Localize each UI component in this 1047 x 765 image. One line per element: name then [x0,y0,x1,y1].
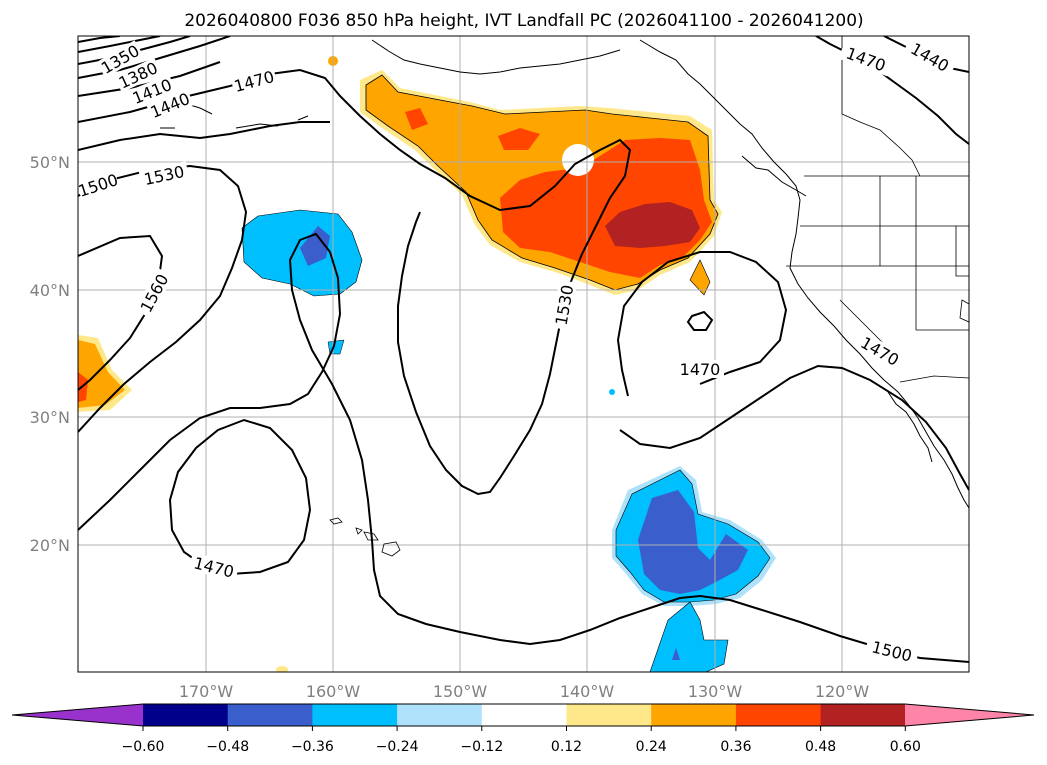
positive-anomaly-036-small [498,128,540,150]
contour-label: 1470 [680,360,721,379]
colorbar-segments [143,704,906,726]
negative-anomaly-south-core [672,648,680,660]
contour-label-halos [78,36,958,667]
lat-tick-label: 30°N [30,408,70,427]
positive-anomaly-048 [605,202,700,248]
lat-tick-label: 40°N [30,281,70,300]
coastlines [159,39,969,509]
colorbar-segment [651,704,737,726]
positive-anomaly-west-edge [78,340,125,408]
colorbar-extend-low [12,704,143,726]
colorbar-segment [397,704,483,726]
lon-tick-label: 130°W [688,682,743,701]
positive-dot-south [276,666,288,672]
colorbar-segment [312,704,398,726]
colorbar-tick-labels: −0.60 −0.48 −0.36 −0.24 −0.12 0.12 0.24 0.36 0.4… [122,726,921,755]
political-borders [786,36,969,383]
lon-tick-label: 160°W [306,682,361,701]
lon-tick-label: 140°W [560,682,615,701]
colorbar-segment [227,704,313,726]
colorbar-tick-label: −0.24 [376,739,419,755]
colorbar: −0.60 −0.48 −0.36 −0.24 −0.12 0.12 0.24 0.36 0.4… [11,703,1035,755]
lon-tick-label: 120°W [815,682,870,701]
colorbar-tick-label: −0.12 [460,739,503,755]
negative-anomaly-nw-core [300,226,330,266]
lon-tick-label: 170°W [179,682,234,701]
chart-title: 2026040800 F036 850 hPa height, IVT Land… [184,11,863,31]
colorbar-extend-high [905,704,1034,726]
colorbar-tick-label: −0.36 [291,739,334,755]
colorbar-tick-label: 0.60 [890,739,921,755]
lat-tick-label: 50°N [30,153,70,172]
lon-tick-label: 150°W [433,682,488,701]
positive-anomaly-black-outline [365,74,719,291]
negative-anomaly-south [649,601,729,672]
negative-dot-small [609,389,615,395]
colorbar-tick-label: 0.24 [636,739,667,755]
colorbar-segment [735,704,822,726]
colorbar-tick-label: 0.36 [720,739,751,755]
positive-anomaly-036-north [405,108,428,130]
colorbar-tick-label: −0.60 [122,739,165,755]
colorbar-tick-label: 0.12 [551,739,582,755]
colorbar-segment [566,704,652,726]
map-panel: 1350 1380 1410 1440 1470 1500 1530 1560 … [77,35,970,673]
lat-tick-label: 20°N [30,536,70,555]
colorbar-tick-label: 0.48 [805,739,836,755]
longitude-tick-labels: 170°W 160°W 150°W 140°W 130°W 120°W [179,682,870,701]
negative-anomaly-nw [241,209,363,297]
negative-anomaly-se-core [638,490,748,594]
hawaiian-islands [329,517,401,557]
latitude-tick-labels: 50°N 40°N 30°N 20°N [30,153,70,555]
colorbar-segment [820,704,906,726]
positive-anomaly-hole [562,144,594,176]
map-frame [77,35,970,673]
colorbar-segment [481,704,567,726]
graticule [78,36,969,672]
colorbar-tick-label: −0.48 [206,739,249,755]
colorbar-segment [143,704,229,726]
